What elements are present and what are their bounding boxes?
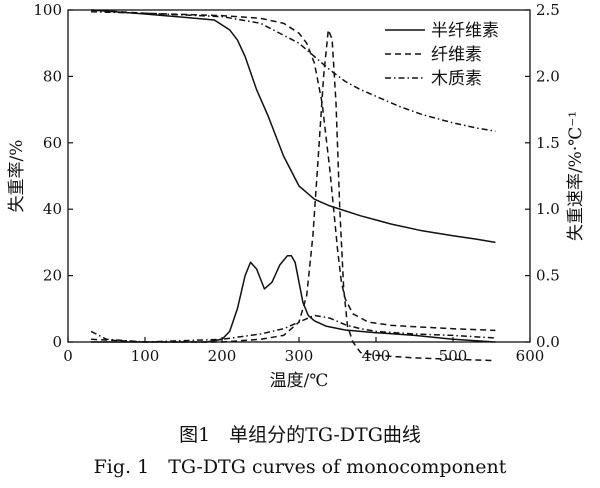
y-right-tick-label: 2.0 <box>536 67 560 85</box>
y-left-tick-label: 20 <box>43 267 62 285</box>
cellulose-dtg-line <box>91 29 496 362</box>
legend-label-cellulose: 纤维素 <box>431 45 482 65</box>
y-right-tick-label: 2.5 <box>536 1 560 19</box>
y-right-tick-label: 0.5 <box>536 267 560 285</box>
x-tick-label: 300 <box>285 347 314 365</box>
legend-label-lignin: 木质素 <box>431 69 482 89</box>
y-axis-right-title: 失重速率/%·℃⁻¹ <box>566 111 586 241</box>
hemicellulose-dtg-line <box>91 254 496 343</box>
x-axis-title: 温度/℃ <box>270 371 329 391</box>
x-tick-label: 200 <box>208 347 237 365</box>
x-tick-label: 500 <box>439 347 468 365</box>
hemicellulose-tg-line <box>91 9 496 244</box>
series-layer <box>90 9 496 362</box>
y-left-tick-label: 80 <box>43 67 62 85</box>
y-axis-left-title: 失重率/% <box>7 140 27 213</box>
ticks-layer: 0 100 200 300 400 500 6000204060801000.00.51.0… <box>33 1 560 365</box>
legend-label-hemicellulose: 半纤维素 <box>431 21 499 41</box>
y-right-tick-label: 0.0 <box>536 333 560 351</box>
cellulose-tg-line <box>91 9 496 332</box>
x-tick-label: 0 <box>63 347 73 365</box>
y-right-tick-label: 1.5 <box>536 134 560 152</box>
x-tick-label: 600 <box>516 347 545 365</box>
y-left-tick-label: 60 <box>43 134 62 152</box>
y-left-tick-label: 40 <box>43 200 62 218</box>
lignin-tg-line <box>91 10 496 132</box>
y-left-tick-label: 0 <box>52 333 62 351</box>
figure-caption-chinese: 图1 单组分的TG-DTG曲线 <box>179 424 421 446</box>
x-tick-label: 100 <box>131 347 160 365</box>
figure-caption-english: Fig. 1 TG-DTG curves of monocomponent <box>93 456 507 478</box>
y-right-tick-label: 1.0 <box>536 200 560 218</box>
lignin-dtg-line <box>90 314 496 343</box>
y-left-tick-label: 100 <box>33 1 62 19</box>
